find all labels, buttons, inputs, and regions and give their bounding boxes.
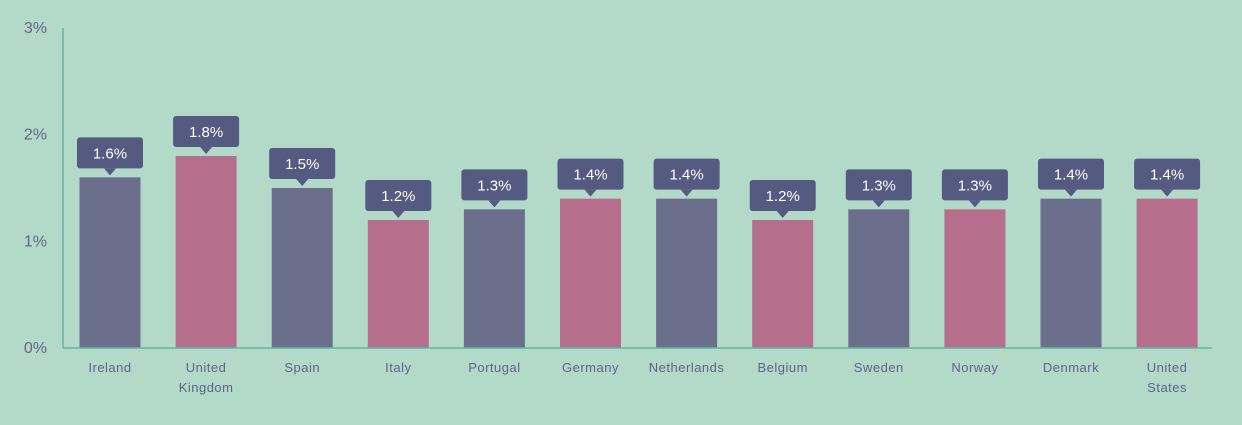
data-label: 1.6% bbox=[93, 145, 127, 162]
data-label-callout: 1.4% bbox=[1134, 158, 1201, 197]
data-label: 1.5% bbox=[285, 156, 319, 173]
x-tick-label: Sweden bbox=[854, 360, 904, 375]
x-tick-label: Belgium bbox=[757, 360, 807, 375]
data-label: 1.2% bbox=[381, 188, 415, 205]
data-label-callout: 1.2% bbox=[749, 180, 816, 218]
x-tick-label: Ireland bbox=[88, 360, 131, 375]
data-label-pointer bbox=[1161, 189, 1174, 197]
data-label: 1.3% bbox=[958, 177, 992, 194]
data-label: 1.3% bbox=[862, 177, 896, 194]
data-label-box bbox=[1134, 158, 1201, 190]
data-label-box bbox=[77, 137, 143, 169]
x-tick-label: United Kingdom bbox=[179, 360, 234, 395]
x-tick-label: Netherlands bbox=[649, 360, 725, 375]
data-label-pointer bbox=[104, 168, 116, 176]
x-tick-label: Denmark bbox=[1043, 360, 1099, 375]
data-label-pointer bbox=[488, 200, 501, 208]
x-tick-label: Italy bbox=[385, 360, 411, 375]
bar bbox=[367, 220, 429, 348]
data-label-box bbox=[941, 169, 1008, 201]
y-axis-ticks: 0% 1% 2% 3% bbox=[24, 20, 47, 357]
data-label-callout: 1.2% bbox=[365, 180, 432, 218]
data-label-pointer bbox=[584, 189, 597, 197]
data-label: 1.8% bbox=[189, 124, 223, 141]
data-label-callout: 1.6% bbox=[77, 137, 143, 176]
data-label-callout: 1.4% bbox=[653, 158, 720, 197]
data-label-callout: 1.8% bbox=[173, 116, 240, 154]
data-label-box bbox=[365, 180, 432, 211]
data-label: 1.4% bbox=[1150, 167, 1184, 184]
bar bbox=[1136, 198, 1198, 348]
bars bbox=[79, 156, 1198, 348]
x-tick-label: Norway bbox=[951, 360, 998, 375]
bar bbox=[1040, 198, 1102, 348]
data-label-box bbox=[653, 158, 720, 190]
data-label-box bbox=[749, 180, 816, 211]
data-label-pointer bbox=[1065, 189, 1077, 197]
data-label-callout: 1.3% bbox=[461, 169, 528, 208]
data-label-pointer bbox=[200, 147, 213, 154]
data-label-pointer bbox=[392, 211, 405, 218]
bar bbox=[271, 188, 333, 348]
data-label: 1.4% bbox=[669, 167, 703, 184]
y-tick-label: 2% bbox=[24, 127, 47, 144]
x-tick-label: United States bbox=[1147, 360, 1188, 395]
bar bbox=[560, 198, 621, 348]
data-label-callout: 1.3% bbox=[845, 169, 912, 208]
data-label: 1.4% bbox=[1054, 167, 1088, 184]
data-label-callout: 1.3% bbox=[941, 169, 1008, 208]
data-label-callout: 1.4% bbox=[1038, 158, 1104, 197]
data-label: 1.2% bbox=[766, 188, 800, 205]
data-label-callout: 1.4% bbox=[557, 158, 624, 197]
data-label-box bbox=[557, 158, 624, 190]
data-label-box bbox=[1038, 158, 1104, 190]
x-axis-ticks: Ireland United Kingdom Spain Italy Portugal Ge… bbox=[88, 360, 1187, 395]
x-tick-label: Portugal bbox=[468, 360, 520, 375]
y-tick-label: 1% bbox=[24, 233, 47, 250]
data-labels: 1.6% 1.8% 1.5% 1.2% 1.3% 1.4% 1.4% 1.2% 1.3% 1.3%… bbox=[77, 116, 1201, 218]
data-label-pointer bbox=[872, 200, 885, 208]
data-label: 1.3% bbox=[477, 177, 511, 194]
bar bbox=[175, 156, 237, 348]
data-label-box bbox=[461, 169, 528, 201]
data-label-pointer bbox=[296, 179, 309, 186]
bar bbox=[752, 220, 814, 348]
data-label-callout: 1.5% bbox=[269, 148, 336, 186]
data-label-pointer bbox=[968, 200, 981, 208]
data-label-box bbox=[269, 148, 336, 179]
data-label-pointer bbox=[776, 211, 789, 218]
x-tick-label: Spain bbox=[284, 360, 320, 375]
bar bbox=[79, 177, 141, 348]
bar bbox=[463, 209, 525, 348]
y-tick-label: 0% bbox=[24, 340, 47, 357]
data-label-box bbox=[845, 169, 912, 201]
bar bbox=[848, 209, 910, 348]
y-tick-label: 3% bbox=[24, 20, 47, 37]
data-label: 1.4% bbox=[573, 167, 607, 184]
data-label-pointer bbox=[680, 189, 693, 197]
x-tick-label: Germany bbox=[562, 360, 619, 375]
bar bbox=[656, 198, 718, 348]
data-label-box bbox=[173, 116, 240, 147]
bar bbox=[944, 209, 1006, 348]
